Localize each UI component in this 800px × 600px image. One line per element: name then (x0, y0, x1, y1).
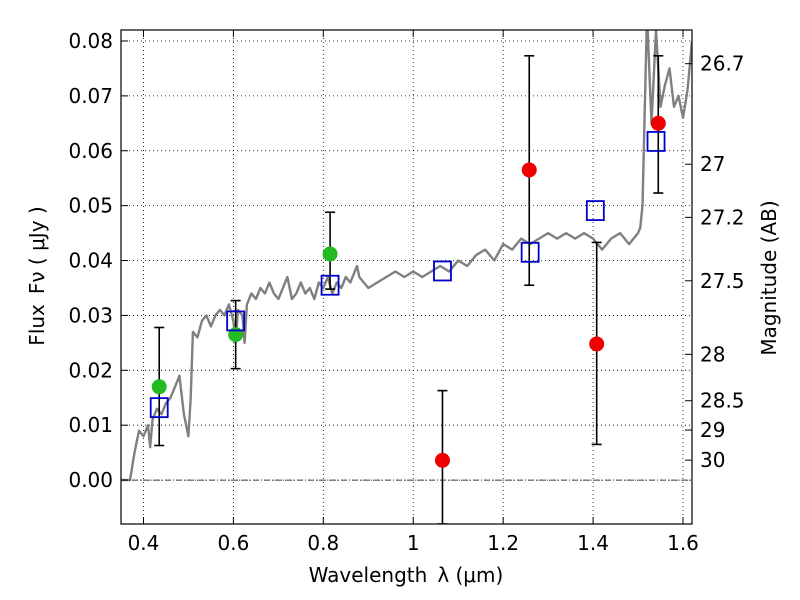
y-tick-label-6: 0.06 (68, 139, 113, 163)
y-tick-label-1: 0.01 (68, 413, 113, 437)
data-points (149, 54, 666, 524)
mag-tick-label-1: 27 (700, 152, 725, 176)
data-point-1-1 (521, 162, 537, 178)
x-axis-label: Wavelength λ (μm) (309, 563, 504, 587)
spectrum-line (121, 30, 692, 482)
x-axis: 0.4 0.6 0.8 1 1.2 1.4 1.6 (128, 30, 699, 555)
mag-tick-label-2: 27.2 (700, 205, 745, 229)
y-axis: 0.00 0.01 0.02 0.03 0.04 0.05 0.06 0.07 0.08 (68, 29, 128, 492)
model-square-0 (149, 397, 169, 419)
y-tick-label-7: 0.07 (68, 84, 113, 108)
mag-tick-label-4: 28 (700, 342, 725, 366)
x-tick-label-3: 1 (407, 531, 420, 555)
model-square-3 (433, 260, 452, 282)
y-tick-label-4: 0.04 (68, 249, 113, 273)
magnitude-axis-label: Magnitude (AB) (757, 200, 781, 355)
mag-tick-label-0: 26.7 (700, 52, 745, 76)
data-point-1-0 (434, 452, 450, 468)
y-tick-label-5: 0.05 (68, 194, 113, 218)
model-square-5 (585, 200, 605, 221)
x-tick-label-0: 0.4 (128, 531, 160, 555)
data-point-0-1 (228, 327, 244, 343)
data-point-1-3 (650, 115, 666, 131)
y-tick-label-3: 0.03 (68, 303, 113, 327)
x-tick-label-2: 0.8 (307, 531, 339, 555)
mag-tick-label-7: 30 (700, 448, 725, 472)
y-axis-label: FluxFν ( μJy ) (25, 206, 49, 345)
data-point-0-0 (151, 379, 167, 395)
model-square-6 (646, 131, 666, 152)
y-tick-label-2: 0.02 (68, 358, 113, 382)
model-square-1 (226, 310, 246, 332)
mag-tick-label-5: 28.5 (700, 389, 745, 413)
x-tick-label-6: 1.6 (667, 531, 699, 555)
y-tick-label-8: 0.08 (68, 29, 113, 53)
magnitude-axis: 26.7 27 27.2 27.5 28 28.5 29 30 (685, 52, 745, 472)
mag-tick-label-6: 29 (700, 418, 725, 442)
data-point-1-2 (589, 336, 605, 352)
x-tick-label-4: 1.2 (487, 531, 519, 555)
data-point-0-2 (322, 246, 338, 262)
x-tick-label-1: 0.6 (217, 531, 249, 555)
model-spectrum (121, 30, 692, 482)
x-tick-label-5: 1.4 (577, 531, 609, 555)
model-square-4 (520, 241, 540, 263)
mag-tick-label-3: 27.5 (700, 269, 745, 293)
plot-frame (120, 29, 693, 525)
y-tick-label-0: 0.00 (68, 468, 113, 492)
model-square-2 (320, 274, 340, 296)
